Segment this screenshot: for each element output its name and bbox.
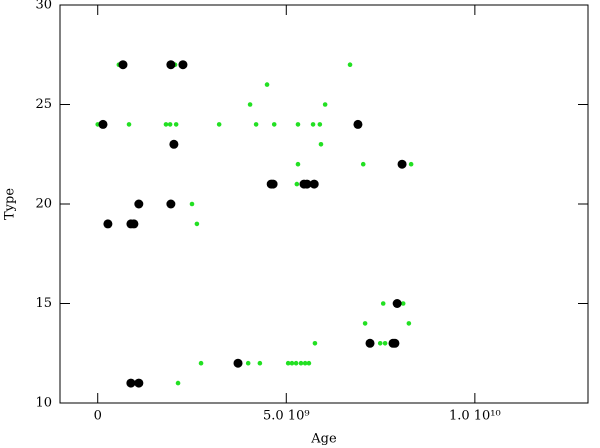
point <box>271 122 277 127</box>
point <box>306 360 312 366</box>
point <box>302 360 308 366</box>
point <box>129 219 139 229</box>
point <box>98 119 108 129</box>
point <box>178 60 188 70</box>
point <box>118 60 128 70</box>
point <box>310 122 316 127</box>
point <box>400 301 406 306</box>
point <box>166 199 176 209</box>
point <box>167 122 173 127</box>
point <box>126 122 132 127</box>
point <box>134 378 144 388</box>
y-tick-label: 20 <box>35 197 52 212</box>
x-axis-label: Age <box>310 432 337 447</box>
y-tick-label: 30 <box>35 0 52 13</box>
point <box>295 161 301 167</box>
point <box>382 341 388 346</box>
point <box>289 360 295 366</box>
point <box>216 122 222 127</box>
point <box>317 122 323 127</box>
x-tick-label: 0 <box>94 409 102 424</box>
point <box>298 360 304 366</box>
point <box>198 360 204 366</box>
point <box>194 221 200 227</box>
point <box>365 338 375 348</box>
point <box>103 219 113 229</box>
point <box>293 360 299 366</box>
x-tick-label: 1.0 10¹⁰ <box>449 409 501 424</box>
y-tick-label: 10 <box>35 396 52 411</box>
point <box>268 179 278 189</box>
point <box>247 102 253 107</box>
point <box>377 341 383 346</box>
point <box>390 338 400 348</box>
point <box>353 119 363 129</box>
y-tick-label: 15 <box>35 296 52 311</box>
point <box>166 60 176 70</box>
point <box>233 358 243 368</box>
point <box>397 159 407 169</box>
y-axis-label: Type <box>3 188 18 220</box>
x-tick-label: 5.0 10⁹ <box>263 409 310 424</box>
point <box>257 360 263 366</box>
point <box>318 142 324 147</box>
point <box>169 139 179 149</box>
point <box>285 360 291 366</box>
point <box>173 122 179 127</box>
point <box>175 380 181 386</box>
point <box>406 321 412 326</box>
point <box>362 321 368 326</box>
point <box>253 122 259 127</box>
point <box>302 179 312 189</box>
point <box>380 301 386 306</box>
point <box>126 378 136 388</box>
point <box>408 161 414 167</box>
point <box>134 199 144 209</box>
point <box>392 299 402 308</box>
point <box>360 161 366 167</box>
point <box>245 360 251 366</box>
point <box>347 62 353 67</box>
y-tick-label: 25 <box>35 97 52 112</box>
point <box>309 179 319 189</box>
point <box>163 122 169 127</box>
point <box>312 341 318 346</box>
point <box>189 201 195 207</box>
point <box>264 82 270 87</box>
point <box>294 181 300 187</box>
point <box>322 102 328 107</box>
point <box>295 122 301 127</box>
